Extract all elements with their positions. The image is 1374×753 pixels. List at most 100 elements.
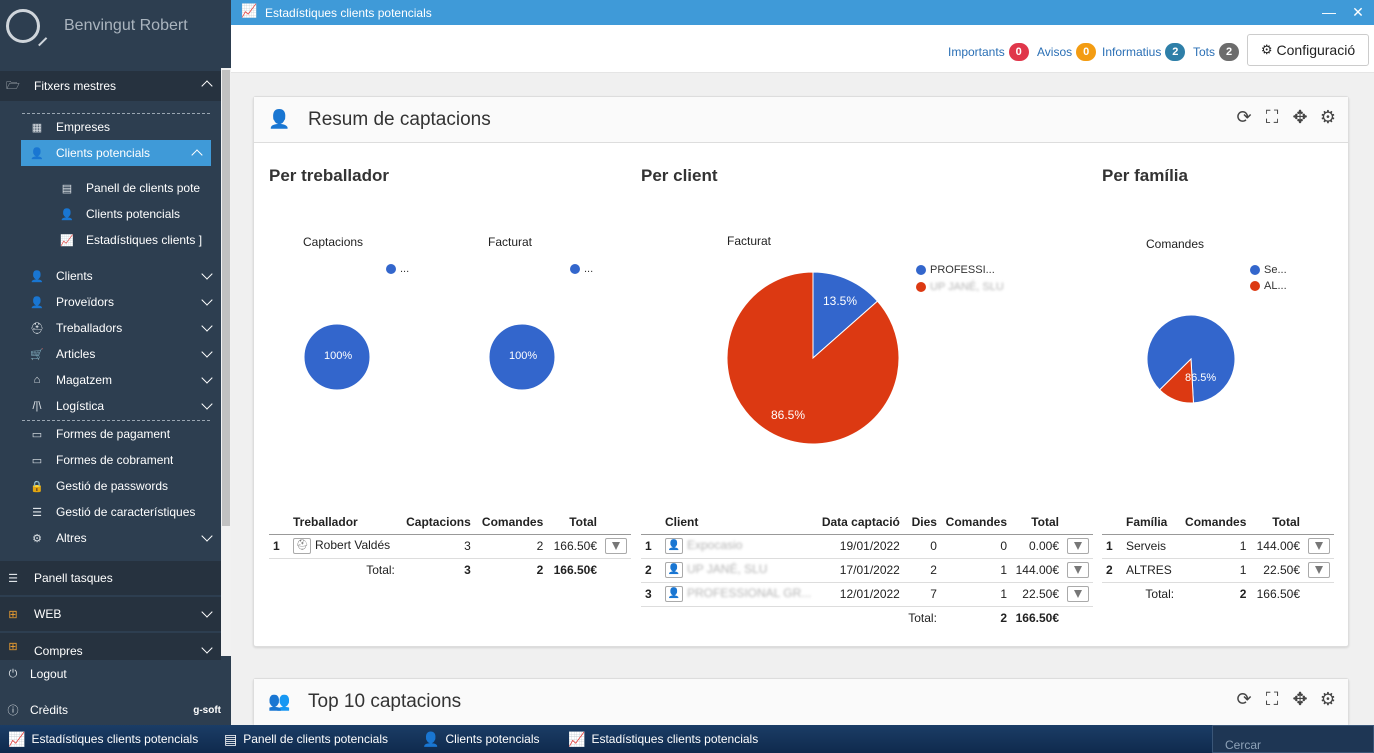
content-area: 👤 Resum de captacions ⟳ ⛶ ✥ ⚙ Per trebal… [231,73,1374,725]
welcome-text: Benvingut Robert [64,17,188,34]
table-total-row: Total: 2 166.50€ [1145,587,1300,602]
pie-chart-comandes[interactable] [1146,314,1236,404]
notif-avisos[interactable]: Avisos 0 [1037,43,1097,61]
chevron-up-icon [201,80,213,92]
sidebar-header: Benvingut Robert [0,0,231,52]
user-icon: 👤 [30,270,44,283]
credits-button[interactable]: ⓘ Crèdits g-soft [7,703,222,717]
notification-bar: Importants 0 Avisos 0 Informatius 2 Tots… [231,25,1374,73]
sidebar-item-proveidors[interactable]: 👤 Proveïdors [0,289,221,315]
shop-icon: ⊞ [8,641,18,653]
filter-icon[interactable] [1308,538,1330,554]
table-row[interactable]: 1 👤 Expocasio 19/01/2022 0 0 0.00€ [641,534,1093,559]
sidebar-footer: ⏻ Logout ⓘ Crèdits g-soft [0,660,231,725]
avatar[interactable] [6,9,48,47]
minimize-button[interactable]: — [1322,4,1336,20]
sidebar-item-articles[interactable]: 🛒 Articles [0,341,221,367]
legend-item[interactable]: ... [570,263,593,275]
logout-button[interactable]: ⏻ Logout [0,660,221,688]
task-estadistiques-2[interactable]: 📈 Estadístiques clients potencials [568,730,759,747]
chevron-down-icon [201,294,213,306]
table-row[interactable]: 3 👤 PROFESSIONAL GR... 12/01/2022 7 1 22.… [641,582,1093,607]
legend-item[interactable]: AL... [1250,280,1287,292]
sidebar-scrollbar[interactable] [221,68,231,656]
close-button[interactable]: ✕ [1352,4,1364,20]
table-row[interactable]: 1 Serveis 1 144.00€ [1102,534,1334,559]
chevron-down-icon [201,346,213,358]
sidebar-item-formes-pagament[interactable]: ▭ Formes de pagament [31,427,171,441]
cart-icon: 🛒 [30,348,44,361]
refresh-icon[interactable]: ⟳ [1236,689,1252,709]
table-familia: Família Comandes Total 1 Serveis 1 144.0… [1102,510,1334,606]
slice-label: 13.5% [823,294,858,308]
notif-importants[interactable]: Importants 0 [948,43,1029,61]
edit-icon[interactable] [31,30,48,47]
sidebar-item-compres[interactable]: ⊞ Compres [0,633,221,660]
sidebar-item-clients[interactable]: 👤 Clients [0,263,221,289]
pie-chart-captacions[interactable] [303,323,371,391]
gear-icon[interactable]: ⚙ [1319,689,1337,709]
gear-icon[interactable]: ⚙ [1319,107,1337,127]
task-panell-clients[interactable]: ▤ Panell de clients potencials [224,730,388,747]
sidebar-item-formes-cobrament[interactable]: ▭ Formes de cobrament [31,453,174,467]
task-clients-potencials[interactable]: 👤 Clients potencials [422,730,540,747]
fullscreen-icon[interactable]: ⛶ [1265,689,1279,709]
move-icon[interactable]: ✥ [1292,689,1308,709]
sidebar-item-passwords[interactable]: 🔒 Gestió de passwords [30,479,169,493]
sidebar-item-logistica[interactable]: /|\ Logística [0,393,221,419]
slice-label: 100% [324,350,353,362]
users-icon: 👥 [268,691,291,711]
refresh-icon[interactable]: ⟳ [1236,107,1252,127]
pie-slice-0[interactable] [812,271,879,360]
power-icon: ⏻ [8,667,18,680]
pie-slice-1[interactable] [726,271,900,445]
legend-item[interactable]: UP JANÉ, SLU [916,281,1004,293]
filter-icon[interactable] [1067,538,1089,554]
search-input[interactable]: Cercar [1212,725,1374,753]
sidebar-item-estadistiques[interactable]: 📈 Estadístiques clients ] [60,233,202,247]
table-row[interactable]: 2 ALTRES 1 22.50€ [1102,558,1334,583]
task-estadistiques-1[interactable]: 📈 Estadístiques clients potencials [8,730,199,747]
supplier-icon: 👤 [30,296,44,309]
chevron-down-icon [201,606,213,618]
pie-slice-1[interactable] [1158,357,1194,404]
move-icon[interactable]: ✥ [1292,107,1308,127]
chevron-down-icon [201,268,213,280]
pie-slice-0[interactable] [488,323,556,391]
chevron-down-icon [201,320,213,332]
sidebar-item-panell-tasques[interactable]: ☰ Panell tasques [0,561,221,595]
sidebar-item-treballadors[interactable]: ⛑ Treballadors [0,315,221,341]
sidebar-item-altres[interactable]: ⚙ Altres [0,525,221,551]
filter-icon[interactable] [1308,562,1330,578]
sidebar-item-empreses[interactable]: ▦ Empreses [31,120,111,134]
sidebar-item-clients-potencials[interactable]: 👤 Clients potencials [21,140,211,166]
legend-item[interactable]: PROFESSI... [916,264,995,276]
fullscreen-icon[interactable]: ⛶ [1265,107,1279,127]
legend-item[interactable]: ... [386,263,409,275]
chart-label-comandes: Comandes [1146,237,1205,251]
chart-line-icon: 📈 [8,730,26,747]
sidebar-item-panell-clients[interactable]: ▤ Panell de clients pote [61,181,201,195]
panel-header: 👤 Resum de captacions ⟳ ⛶ ✥ ⚙ [254,97,1348,143]
legend-item[interactable]: Se... [1250,264,1287,276]
filter-icon[interactable] [1067,562,1089,578]
pie-chart-facturat-client[interactable] [726,271,900,445]
configuracio-button[interactable]: ⚙ Configuració [1247,34,1369,66]
scrollbar-thumb[interactable] [222,70,230,526]
sidebar-item-clients-potencials-sub[interactable]: 👤 Clients potencials [60,207,181,221]
sidebar-item-web[interactable]: ⊞ WEB [0,597,221,631]
table-row[interactable]: 1 ⛑ Robert Valdés 3 2 166.50€ [269,534,631,559]
notif-tots[interactable]: Tots 2 [1193,43,1240,61]
chevron-down-icon [201,398,213,410]
sidebar-item-magatzem[interactable]: ⌂ Magatzem [0,367,221,393]
pie-chart-facturat-treballador[interactable] [488,323,556,391]
sidebar-item-caracteristiques[interactable]: ☰ Gestió de característiques [0,499,221,525]
table-row[interactable]: 2 👤 UP JANÉ, SLU 17/01/2022 2 1 144.00€ [641,558,1093,583]
filter-icon[interactable] [605,538,627,554]
importants-badge: 0 [1008,43,1029,61]
pie-slice-0[interactable] [303,323,371,391]
sidebar-item-fitxers-mestres[interactable]: 🗁 Fitxers mestres [0,71,221,101]
chevron-down-icon [201,530,213,542]
notif-informatius[interactable]: Informatius 2 [1102,43,1186,61]
filter-icon[interactable] [1067,586,1089,602]
